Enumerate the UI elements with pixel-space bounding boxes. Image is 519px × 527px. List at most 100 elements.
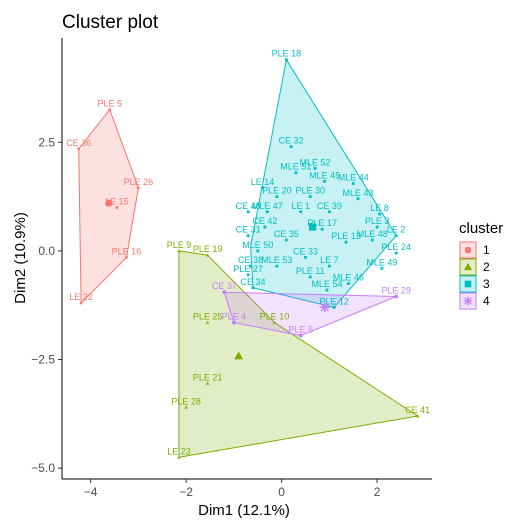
legend-label-1: 1 [483, 243, 490, 257]
cluster-3-point [275, 195, 279, 198]
cluster-3-point-label: MLE 45 [309, 170, 340, 180]
y-tick-label: 0.0 [38, 244, 55, 258]
cluster-4-point-label: CE 37 [212, 281, 237, 291]
cluster-2-point-label: PLE 10 [260, 312, 290, 322]
cluster-3-point [332, 305, 336, 309]
cluster-4-point-d2 [231, 320, 236, 325]
chart-title: Cluster plot [62, 12, 159, 33]
cluster-1-centroid [105, 199, 113, 207]
legend-title: cluster [459, 220, 503, 237]
cluster-3-point-label: PLE 27 [233, 264, 263, 274]
cluster-3-point-label: MLE 48 [357, 229, 388, 239]
cluster-3-point-label: LE 14 [251, 177, 275, 187]
cluster-3-point-label: CE 34 [240, 277, 265, 287]
cluster-2-point-label: PLE 19 [193, 244, 223, 254]
x-tick-label: −4 [84, 485, 98, 499]
cluster-2-point-label: PLE 21 [193, 372, 223, 382]
cluster-3-point [251, 286, 255, 290]
y-axis-label: Dim2 (10.9%) [12, 212, 29, 304]
cluster-2-point-label: LE 23 [167, 446, 191, 456]
cluster-2-centroid [234, 351, 244, 360]
cluster-3-point [375, 225, 379, 229]
cluster-4-centroid-d2 [320, 303, 329, 312]
cluster-3-point-label: PLE 17 [307, 218, 337, 228]
legend-label-3: 3 [483, 277, 490, 291]
cluster-3-point [263, 225, 267, 229]
cluster-4-point [231, 320, 236, 325]
cluster-3-point [380, 266, 384, 270]
cluster-2-point [272, 320, 277, 324]
cluster-3-point [327, 210, 331, 214]
cluster-3-point [261, 186, 264, 190]
cluster-3-point-label: PLE 12 [319, 296, 349, 306]
cluster-3-point-label: PLE 20 [262, 186, 292, 196]
cluster-3-point-label: MLE 46 [333, 272, 364, 282]
cluster-3-point [394, 234, 398, 238]
cluster-4-point-d2 [222, 290, 227, 295]
cluster-3-point-label: MLE 44 [338, 173, 369, 183]
cluster-3-point-label: MLE 47 [252, 201, 283, 211]
cluster-4-point [298, 333, 303, 338]
cluster-3-point-label: MLE 43 [342, 188, 373, 198]
cluster-3-centroid [309, 223, 317, 231]
cluster-3-point [323, 179, 326, 183]
cluster-3-point-label: PLE 18 [272, 49, 302, 59]
cluster-3-point-label: CE 32 [279, 136, 304, 146]
x-axis-label: Dim1 (12.1%) [198, 502, 290, 519]
cluster-3-point [344, 240, 348, 244]
cluster-1-point [77, 147, 81, 151]
cluster-1-point [136, 186, 140, 190]
legend-label-4: 4 [483, 294, 490, 308]
cluster-1-point-label: LE 22 [69, 292, 93, 302]
cluster-3-point-label: MLE 53 [261, 255, 292, 265]
cluster-3-point-label: PLE 11 [296, 266, 325, 276]
cluster-3-point [356, 197, 360, 201]
cluster-4-point-d2 [298, 333, 303, 338]
cluster-3-point-label: MLE 49 [366, 257, 397, 267]
cluster-3-point-label: MLE 50 [242, 240, 273, 250]
cluster-2-hull [178, 250, 420, 458]
x-tick-label: −2 [179, 485, 193, 499]
cluster-4-point [394, 294, 399, 299]
cluster-3-point [249, 264, 252, 268]
cluster-2-point [205, 320, 210, 324]
cluster-1-point [115, 206, 119, 209]
cluster-2-point [177, 249, 181, 253]
legend-marker-1 [464, 246, 472, 254]
cluster-2-point [415, 414, 420, 418]
legend-marker-4 [463, 296, 473, 306]
cluster-4-point-label: PLE 4 [222, 312, 247, 322]
cluster-2-point [184, 405, 188, 409]
cluster-3-point [351, 182, 355, 185]
cluster-1-point-label: CE 36 [66, 138, 91, 148]
cluster-3-point [378, 212, 381, 216]
cluster-2-point-label: CE 41 [405, 405, 430, 415]
y-tick-label: −2.5 [31, 353, 55, 367]
cluster-3-point [320, 227, 324, 231]
cluster-3-point [275, 264, 279, 268]
cluster-1-point [108, 108, 112, 112]
legend-marker-2 [463, 262, 473, 271]
x-tick-label: 2 [374, 485, 381, 499]
cluster-2-point [177, 455, 181, 459]
cluster-1-point [125, 256, 128, 259]
y-tick-label: 2.5 [38, 135, 55, 149]
cluster-3-point [313, 166, 317, 170]
cluster-3-point-label: LE 8 [370, 203, 389, 213]
cluster-3-point-label: MLE 54 [311, 279, 342, 289]
cluster-3-point [370, 238, 374, 242]
cluster-1-point-label: PLE 16 [112, 246, 142, 256]
cluster-3-point-label: CE 31 [236, 225, 261, 235]
cluster-3-point-label: CE 42 [252, 216, 277, 226]
cluster-4-point [222, 290, 227, 295]
cluster-2-point-label: PLE 25 [193, 312, 223, 322]
cluster-3-point [325, 288, 329, 292]
cluster-1-point-label: PLE 26 [124, 177, 154, 187]
cluster-3-point [246, 210, 250, 214]
cluster-3-point [294, 171, 298, 175]
cluster-3-point [308, 275, 312, 279]
x-tick-label: 0 [278, 485, 285, 499]
cluster-3-point [327, 264, 331, 268]
cluster-3-point [256, 249, 260, 253]
